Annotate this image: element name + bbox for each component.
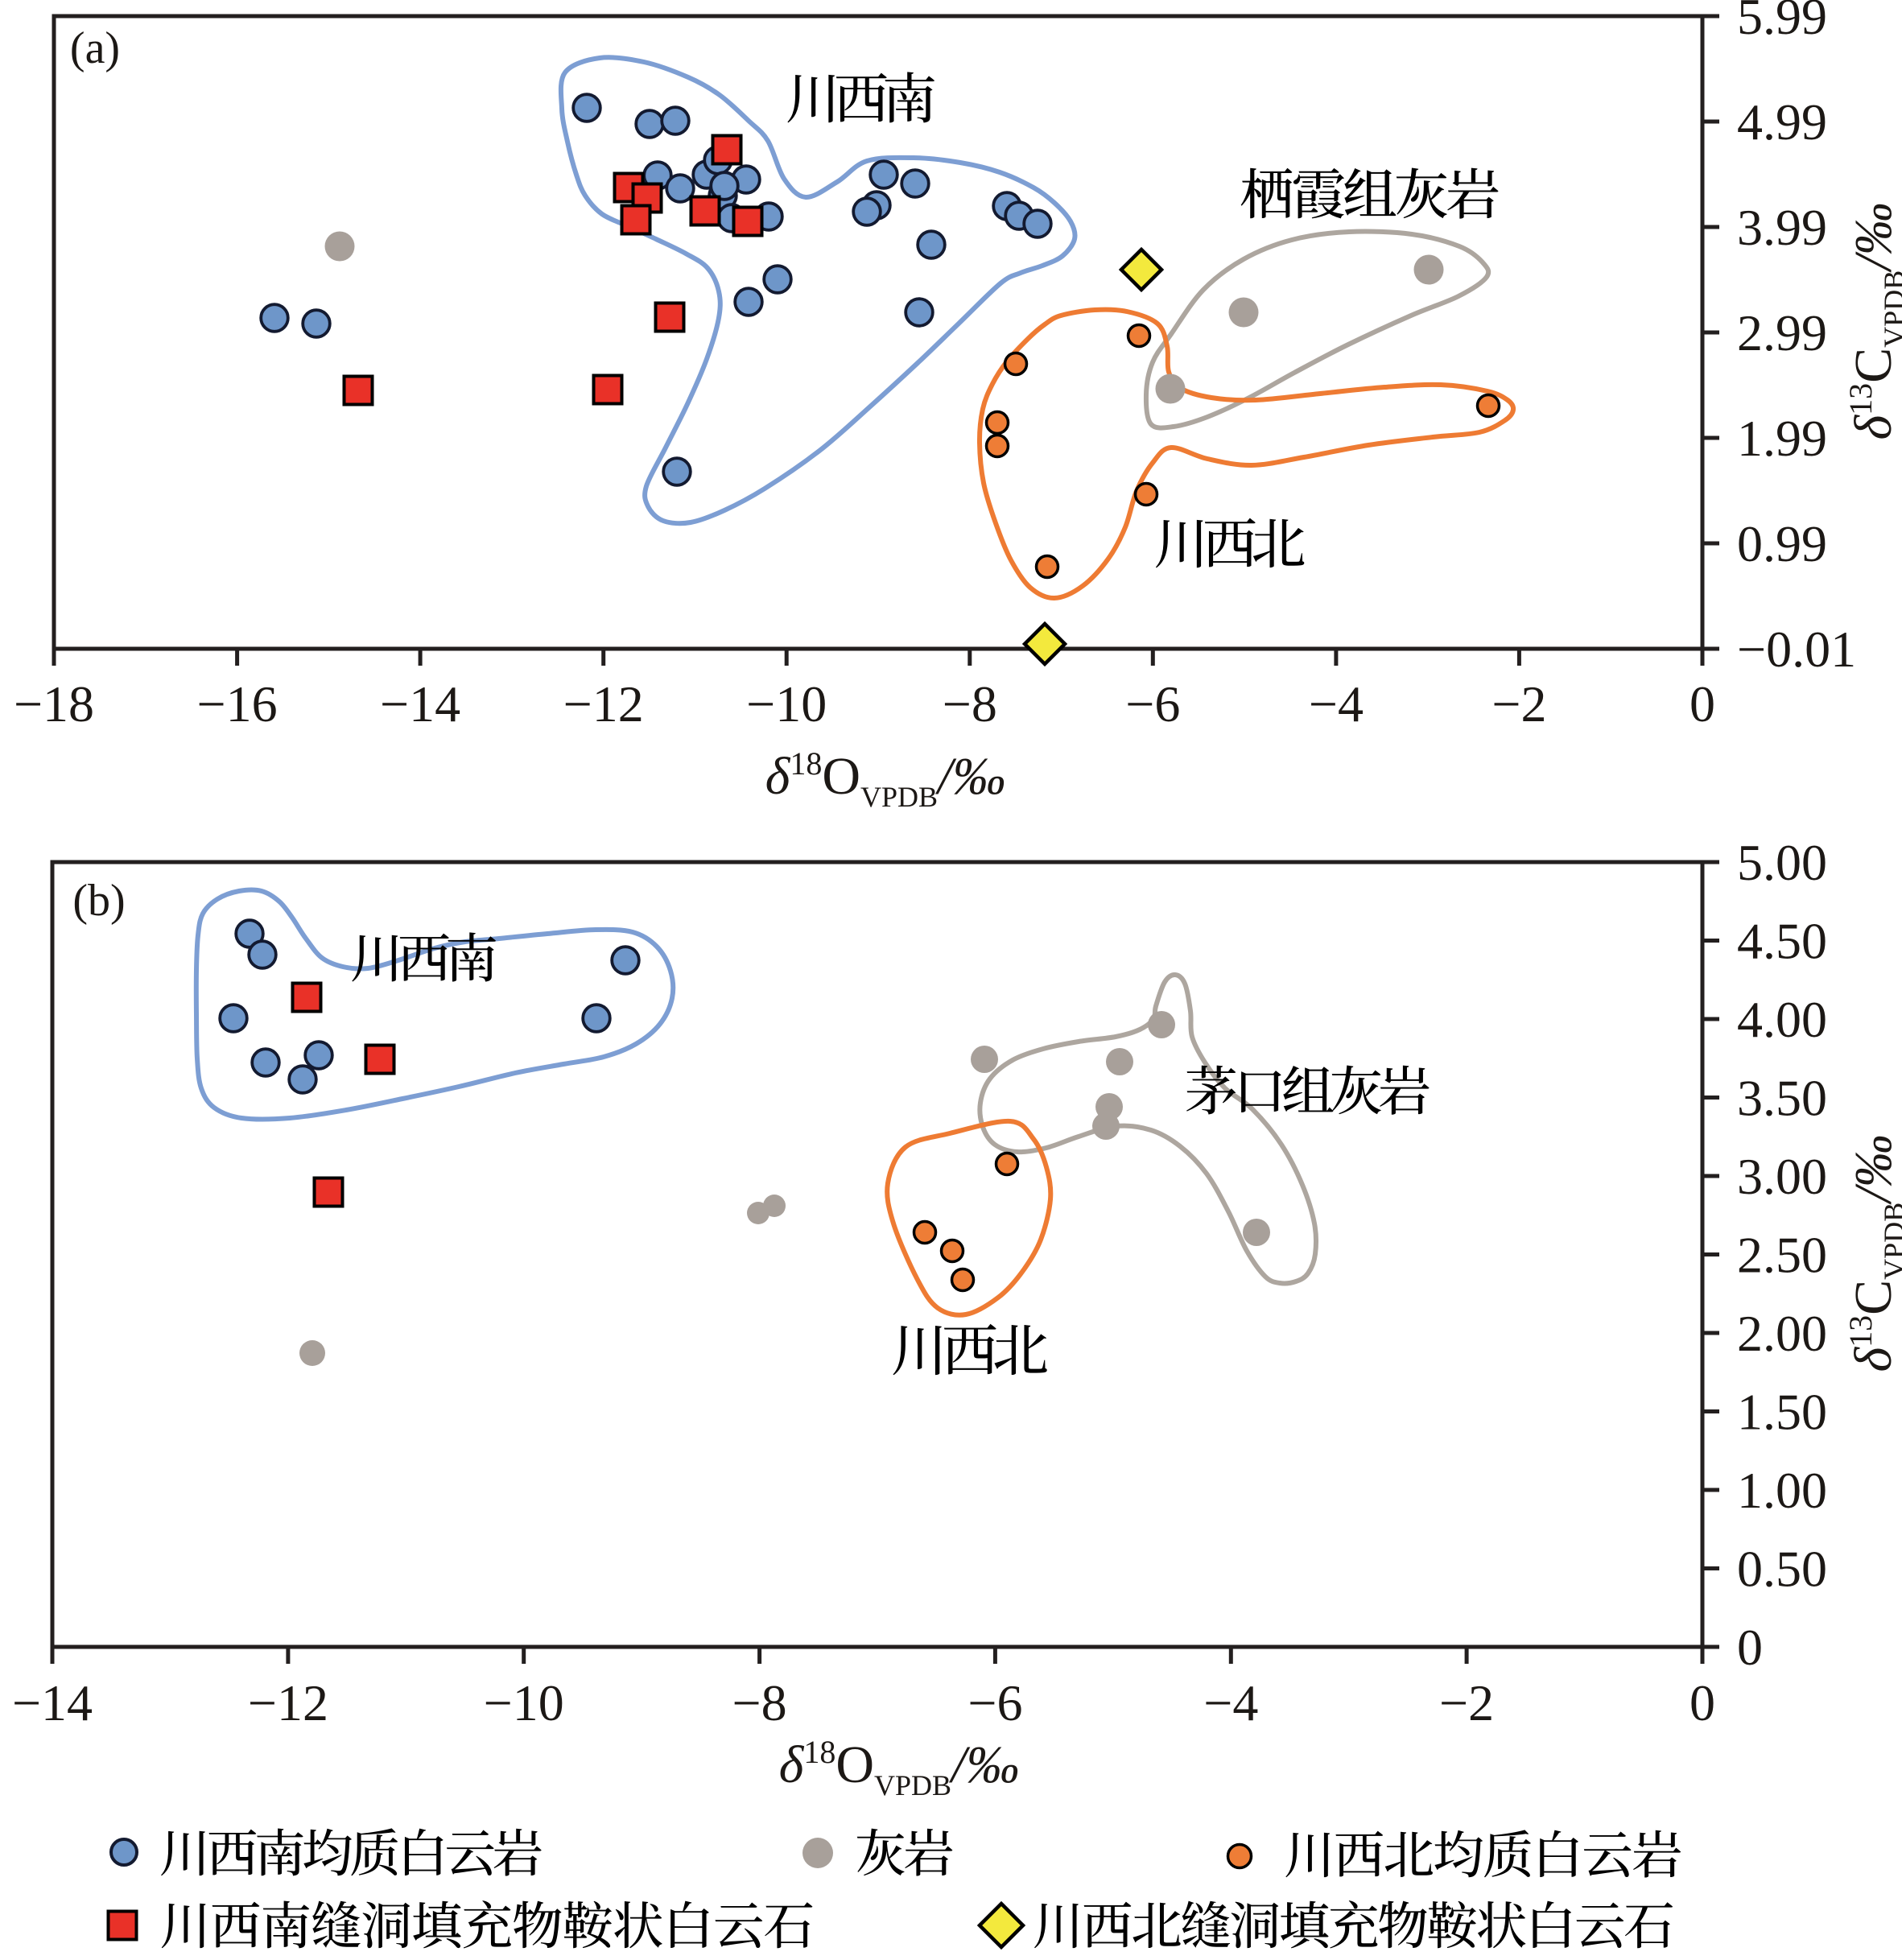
svg-text:5.00: 5.00 [1737,834,1827,891]
svg-text:0.99: 0.99 [1737,515,1827,572]
svg-text:−12: −12 [563,675,644,732]
svg-text:0: 0 [1737,1619,1763,1676]
svg-text:1.99: 1.99 [1737,410,1827,467]
svg-text:−6: −6 [968,1674,1022,1731]
svg-text:δ18OVPDB/‰: δ18OVPDB/‰ [779,1734,1020,1801]
svg-text:3.50: 3.50 [1737,1070,1827,1127]
svg-text:2.00: 2.00 [1737,1305,1827,1362]
svg-text:(b): (b) [72,876,125,926]
svg-text:(a): (a) [70,23,120,73]
svg-text:3.00: 3.00 [1737,1148,1827,1205]
svg-text:0.50: 0.50 [1737,1541,1827,1598]
svg-text:2.50: 2.50 [1737,1227,1827,1284]
svg-text:δ18OVPDB/‰: δ18OVPDB/‰ [765,745,1006,813]
svg-text:4.00: 4.00 [1737,991,1827,1048]
svg-text:−10: −10 [484,1674,564,1731]
svg-text:−2: −2 [1439,1674,1494,1731]
svg-text:−14: −14 [12,1674,93,1731]
svg-text:−4: −4 [1203,1674,1258,1731]
svg-text:1.00: 1.00 [1737,1462,1827,1519]
svg-text:−2: −2 [1491,675,1546,732]
svg-text:4.50: 4.50 [1737,913,1827,970]
svg-text:5.99: 5.99 [1737,0,1827,45]
svg-text:0: 0 [1690,675,1715,732]
svg-text:−14: −14 [380,675,460,732]
svg-text:−18: −18 [14,675,94,732]
svg-text:2.99: 2.99 [1737,304,1827,361]
svg-text:4.99: 4.99 [1737,93,1827,151]
svg-text:−12: −12 [248,1674,328,1731]
svg-text:−8: −8 [732,1674,787,1731]
svg-text:1.50: 1.50 [1737,1384,1827,1441]
svg-text:−6: −6 [1125,675,1180,732]
svg-text:−16: −16 [197,675,278,732]
svg-text:−4: −4 [1309,675,1364,732]
svg-text:δ13CVPDB/‰: δ13CVPDB/‰ [1842,202,1902,439]
svg-text:δ13CVPDB/‰: δ13CVPDB/‰ [1842,1134,1902,1372]
svg-text:3.99: 3.99 [1737,199,1827,256]
svg-text:−0.01: −0.01 [1737,621,1856,678]
svg-text:0: 0 [1690,1674,1715,1731]
svg-text:−10: −10 [746,675,827,732]
svg-text:−8: −8 [943,675,997,732]
